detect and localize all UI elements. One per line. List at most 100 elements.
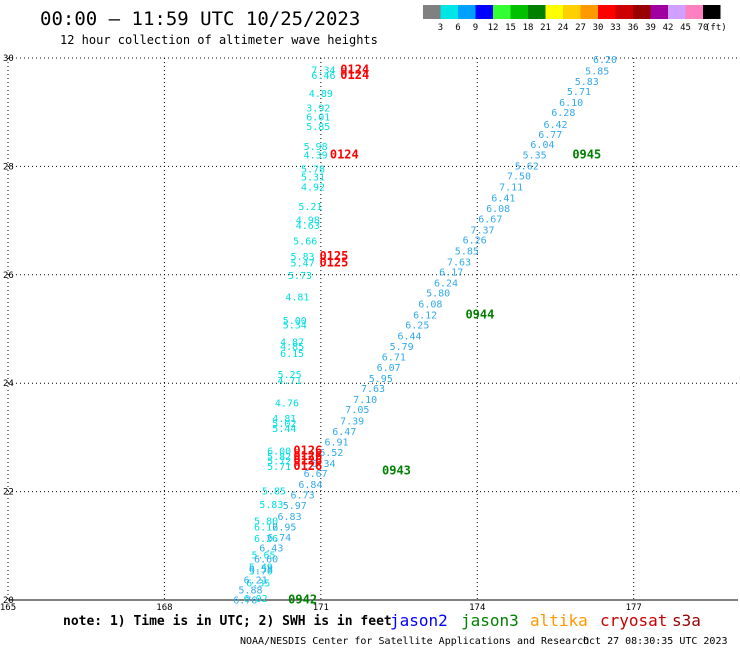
wave-height-value: 5.62 — [515, 161, 539, 172]
colorbar-swatch — [703, 5, 721, 19]
wave-height-value: 5.82 — [267, 452, 291, 463]
lat-tick-label: 30 — [3, 54, 14, 64]
wave-height-value: 6.73 — [291, 490, 315, 501]
wave-height-value: 4.39 — [304, 150, 328, 161]
colorbar-swatch — [545, 5, 563, 19]
colorbar-swatch — [528, 5, 546, 19]
wave-height-value: 5.72 — [267, 457, 291, 468]
colorbar-label: 12 — [488, 23, 499, 33]
colorbar-legend: 3 6 9 12 15 18 21 24 27 30 33 36 39 42 45 70(ft) — [423, 5, 727, 33]
wave-height-value: 6.17 — [439, 268, 463, 279]
timestamp-text: Oct 27 08:30:35 UTC 2023 — [583, 636, 728, 647]
pass-time-label: 0126 — [293, 454, 322, 468]
wave-height-value: 5.31 — [301, 173, 325, 184]
wave-height-value: 6.76 — [233, 595, 257, 606]
wave-height-value: 6.15 — [280, 349, 304, 360]
wave-height-value: 5.80 — [254, 516, 278, 527]
wave-height-value: 5.83 — [291, 252, 315, 263]
wave-height-value: 6.74 — [267, 533, 291, 544]
satellite-name-s3a: s3a — [672, 611, 701, 630]
colorbar-swatch — [598, 5, 616, 19]
colorbar-swatch — [668, 5, 686, 19]
colorbar-label: 33 — [610, 23, 621, 33]
colorbar-swatch — [423, 5, 441, 19]
colorbar-label: 15 — [505, 23, 516, 33]
wave-height-value: 6.83 — [278, 512, 302, 523]
wave-height-value: 6.60 — [254, 554, 278, 565]
wave-height-value: 6.25 — [405, 321, 429, 332]
colorbar-swatch — [650, 5, 668, 19]
pass-time-labels: 0124012401240125012501260126012601260945… — [288, 62, 601, 606]
wave-height-value: 6.01 — [306, 113, 330, 124]
lat-tick-label: 26 — [3, 271, 14, 281]
pass-time-label: 0126 — [293, 443, 322, 457]
colorbar-swatch — [633, 5, 651, 19]
wave-height-value: 6.52 — [319, 448, 343, 459]
colorbar-label: 21 — [540, 23, 551, 33]
pass-time-label: 0944 — [465, 307, 494, 321]
wave-height-value: 6.20 — [593, 55, 617, 66]
wave-height-value: 5.02 — [272, 419, 296, 430]
colorbar-label: 42 — [663, 23, 674, 33]
credit-text: NOAA/NESDIS Center for Satellite Applica… — [240, 636, 589, 647]
wave-height-value: 5.65 — [251, 550, 275, 561]
lat-tick-label: 28 — [3, 162, 14, 172]
pass-time-label: 0126 — [293, 449, 322, 463]
wave-height-value: 6.12 — [254, 522, 278, 533]
wave-height-value: 5.25 — [278, 370, 302, 381]
wave-height-value: 6.47 — [332, 427, 356, 438]
track-west-values: 7.346.464.893.926.015.855.984.395.785.31… — [244, 65, 336, 604]
wave-height-value: 6.95 — [272, 522, 296, 533]
colorbar-swatch — [458, 5, 476, 19]
colorbar-swatch — [510, 5, 528, 19]
wave-height-value: 5.49 — [249, 562, 273, 573]
wave-height-value: 4.81 — [272, 414, 296, 425]
colorbar-label: 6 — [455, 23, 460, 33]
lat-tick-label: 20 — [3, 596, 14, 606]
wave-height-value: 6.00 — [267, 446, 291, 457]
colorbar-swatch — [493, 5, 511, 19]
wave-height-value: 6.26 — [463, 236, 487, 247]
wave-height-value: 6.21 — [244, 575, 268, 586]
wave-height-value: 6.08 — [486, 204, 510, 215]
lon-tick-label: 174 — [469, 603, 485, 613]
pass-time-label: 0124 — [340, 68, 369, 82]
colorbar-swatch — [685, 5, 703, 19]
wave-height-value: 6.58 — [249, 565, 273, 576]
wave-height-value: 7.11 — [499, 182, 523, 193]
wave-height-value: 6.35 — [246, 579, 270, 590]
wave-height-value: 5.80 — [426, 289, 450, 300]
wave-height-value: 7.63 — [447, 257, 471, 268]
wave-height-value: 5.79 — [390, 342, 414, 353]
wave-height-value: 6.46 — [311, 71, 335, 82]
satellite-name-jason2: jason2 — [390, 611, 448, 630]
wave-height-value: 5.47 — [291, 258, 315, 269]
colorbar-label: 9 — [473, 23, 478, 33]
wave-height-value: 6.42 — [543, 120, 567, 131]
colorbar-swatch — [440, 5, 458, 19]
wave-height-value: 6.84 — [298, 480, 322, 491]
colorbar-label: 45 — [680, 23, 691, 33]
track-east-values: 6.205.855.835.716.106.286.426.776.045.35… — [233, 55, 617, 606]
wave-height-value: 6.08 — [418, 300, 442, 311]
lon-tick-label: 165 — [0, 603, 16, 613]
wave-height-value: 4.87 — [280, 337, 304, 348]
wave-height-value: 4.92 — [301, 182, 325, 193]
map-grid — [7, 57, 738, 601]
wave-height-value: 5.85 — [262, 487, 286, 498]
satellite-name-altika: altika — [530, 611, 588, 630]
wave-height-value: 4.89 — [309, 89, 333, 100]
satellite-name-cryosat: cryosat — [600, 611, 667, 630]
wave-height-value: 7.34 — [311, 65, 335, 76]
wave-height-value: 6.41 — [491, 193, 515, 204]
pass-time-label: 0942 — [288, 592, 317, 606]
colorbar-label: 36 — [628, 23, 639, 33]
wave-height-value: 5.88 — [238, 586, 262, 597]
colorbar-swatch — [475, 5, 493, 19]
wave-height-value: 6.44 — [397, 332, 421, 343]
wave-height-value: 6.91 — [324, 438, 348, 449]
wave-height-value: 5.21 — [298, 202, 322, 213]
wave-height-value: 6.28 — [551, 108, 575, 119]
units-note: note: 1) Time is in UTC; 2) SWH is in fe… — [63, 614, 392, 629]
lon-tick-label: 168 — [156, 603, 172, 613]
